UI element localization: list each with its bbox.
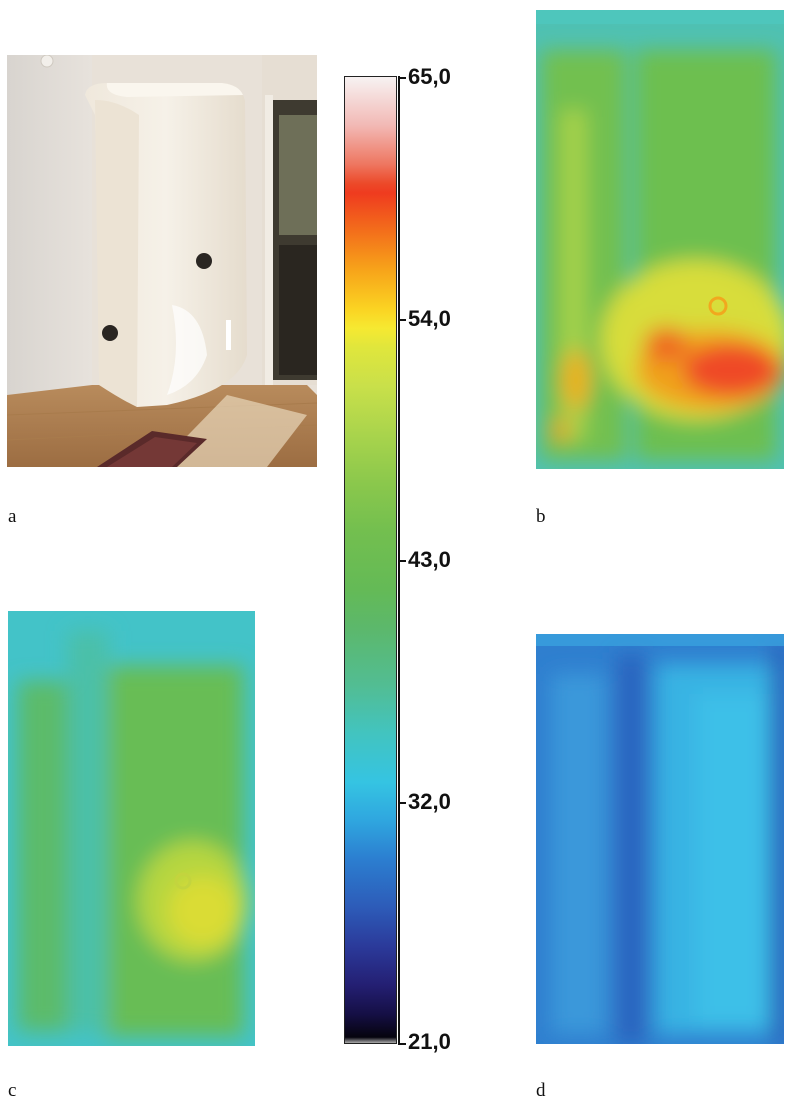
photo-stove (7, 55, 317, 467)
panel-label-a: a (8, 506, 17, 527)
panel-label-b: b (536, 506, 546, 527)
colorbar-tick-label-65: 65,0 (408, 64, 451, 89)
colorbar-tick-32 (398, 802, 406, 804)
colorbar-tick-54 (398, 319, 406, 321)
thermal-image-d (536, 634, 784, 1044)
photo-stove-drawing (7, 55, 317, 467)
thermal-image-b (536, 10, 784, 469)
colorbar-tick-label-32: 32,0 (408, 789, 451, 814)
panel-label-c: c (8, 1080, 17, 1101)
colorbar-tick-label-54: 54,0 (408, 306, 451, 331)
thermal-image-c (8, 611, 255, 1046)
colorbar-tick-label-21: 21,0 (408, 1029, 451, 1054)
temperature-colorbar (344, 76, 397, 1044)
colorbar-tick-43 (398, 560, 406, 562)
colorbar-tick-label-43: 43,0 (408, 547, 451, 572)
thermal-d-drawing (536, 634, 784, 1044)
panel-label-d: d (536, 1080, 546, 1101)
colorbar-tick-21 (398, 1043, 406, 1045)
thermal-b-drawing (536, 10, 784, 469)
colorbar-tick-65 (398, 77, 406, 79)
thermal-c-drawing (8, 611, 255, 1046)
